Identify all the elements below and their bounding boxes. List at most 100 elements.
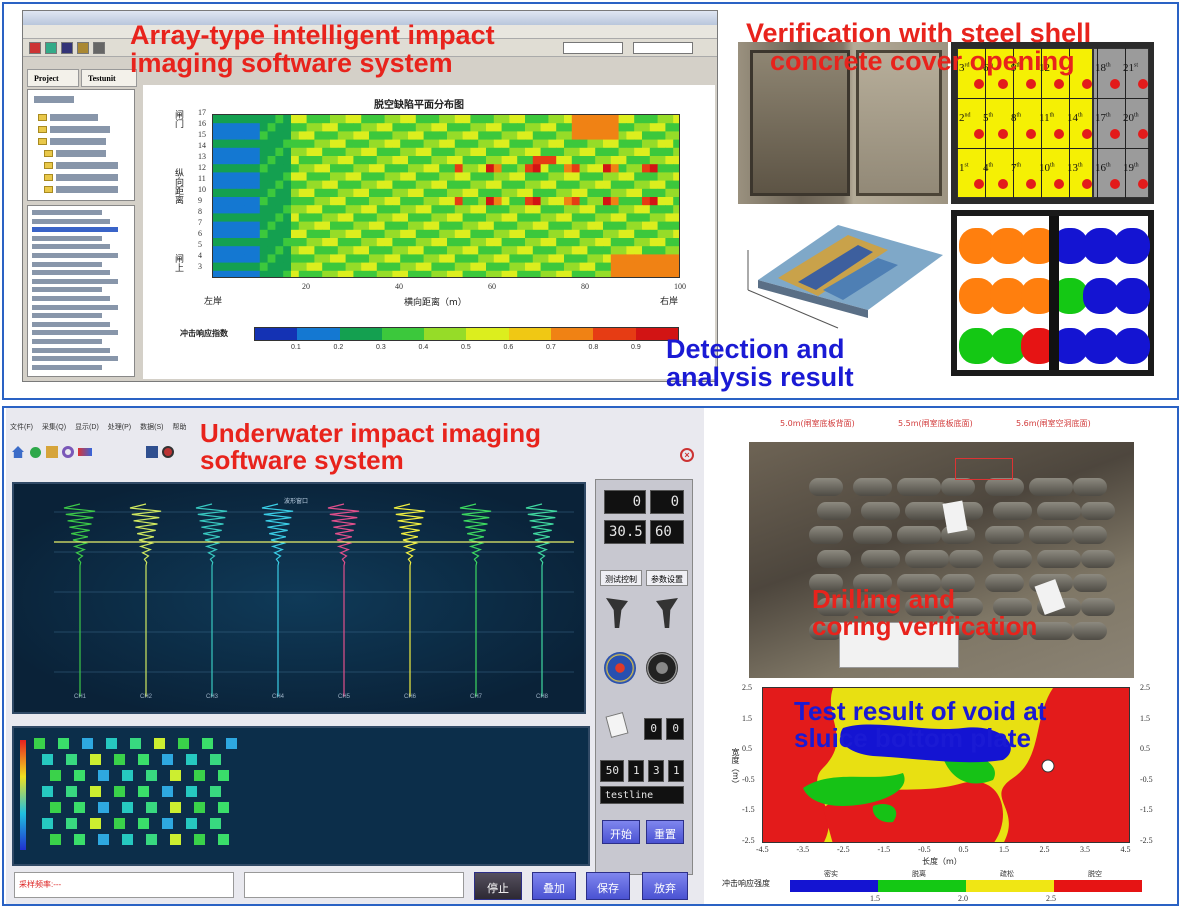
- waveform-svg: [54, 503, 574, 697]
- heatmap-cell: [267, 139, 276, 149]
- test-point-item[interactable]: [32, 313, 102, 319]
- record-icon[interactable]: [30, 447, 41, 458]
- chart-icon[interactable]: [78, 448, 92, 456]
- heatmap-cell: [400, 229, 409, 239]
- heatmap-cell: [228, 221, 237, 231]
- stack-button[interactable]: 叠加: [532, 872, 576, 900]
- save-icon[interactable]: [146, 446, 158, 458]
- heatmap-cell: [345, 156, 354, 165]
- tab-test-control[interactable]: 测试控制: [600, 570, 642, 586]
- refresh-icon[interactable]: [62, 446, 74, 458]
- toolbar-button[interactable]: [29, 42, 41, 54]
- tab-testunit[interactable]: Testunit: [81, 69, 137, 87]
- detection-blob: [1114, 278, 1150, 314]
- test-point-item[interactable]: [32, 218, 110, 224]
- scan-cell: [146, 802, 157, 813]
- test-point-item[interactable]: [32, 330, 118, 336]
- label-suffix: th: [1134, 162, 1139, 169]
- heatmap-cell: [525, 156, 534, 165]
- test-point-item[interactable]: [32, 270, 110, 276]
- readout-c: 30.5: [604, 520, 646, 544]
- test-point-item[interactable]: [32, 253, 118, 258]
- heatmap-cell: [275, 180, 284, 190]
- toolbar-field[interactable]: [563, 42, 623, 54]
- heatmap-cell: [673, 180, 679, 190]
- core-sample: [993, 598, 1032, 616]
- contour-y-tick: -1.5: [742, 805, 755, 814]
- heatmap-cell: [610, 147, 620, 157]
- test-point-list[interactable]: [27, 205, 135, 377]
- readout-g: 50: [600, 760, 624, 782]
- heatmap-cell: [431, 270, 440, 277]
- test-point-item[interactable]: [32, 339, 102, 344]
- window-titlebar[interactable]: [23, 11, 717, 25]
- test-point-item[interactable]: [32, 244, 110, 250]
- menu-item[interactable]: 显示(D): [75, 424, 99, 431]
- test-point-item[interactable]: [32, 278, 118, 284]
- test-point-item[interactable]: [32, 356, 118, 362]
- heatmap-cell: [252, 164, 261, 173]
- close-icon[interactable]: ×: [680, 448, 694, 462]
- heatmap-cell: [361, 147, 370, 157]
- waveform-trace: [327, 503, 360, 697]
- menu-item[interactable]: 采集(Q): [41, 424, 67, 431]
- reset-button[interactable]: 重置: [646, 820, 684, 844]
- heatmap-cell: [361, 156, 370, 165]
- heatmap-cell: [283, 213, 292, 223]
- heatmap-cell: [525, 147, 534, 157]
- core-sample: [1081, 550, 1115, 568]
- open-icon[interactable]: [46, 446, 58, 458]
- heatmap-cell: [314, 115, 323, 124]
- heatmap-cell: [454, 123, 464, 132]
- test-point-item[interactable]: [32, 321, 110, 327]
- save-button[interactable]: 保存: [586, 872, 630, 900]
- test-point-item[interactable]: [32, 287, 102, 293]
- heatmap-cell: [353, 131, 362, 141]
- test-point-item[interactable]: [32, 304, 118, 310]
- test-point-item[interactable]: [32, 364, 102, 370]
- menu-item[interactable]: 数据(S): [140, 424, 164, 431]
- colorbar-swatch: [551, 328, 594, 340]
- test-point-item[interactable]: [32, 296, 110, 301]
- label-number: 6: [983, 62, 989, 74]
- test-name-field[interactable]: testline: [600, 786, 684, 804]
- menu-item[interactable]: 文件(F): [10, 424, 33, 431]
- start-button[interactable]: 开始: [602, 820, 640, 844]
- home-icon[interactable]: [12, 446, 24, 458]
- toolbar-button[interactable]: [45, 42, 57, 54]
- heatmap-cell: [322, 270, 331, 277]
- heatmap-cell: [306, 213, 315, 223]
- heatmap-cell: [431, 139, 440, 149]
- target-icon[interactable]: [162, 446, 174, 458]
- menu-item[interactable]: 处理(P): [107, 424, 132, 431]
- test-point-item[interactable]: [32, 347, 110, 353]
- heatmap-cell: [259, 164, 269, 173]
- tab-parameter-settings[interactable]: 参数设置: [646, 570, 688, 586]
- toolbar-field[interactable]: [633, 42, 693, 54]
- heatmap-cell: [548, 172, 557, 182]
- heatmap-cell: [408, 188, 417, 198]
- stop-button[interactable]: 停止: [474, 872, 522, 900]
- toolbar-button[interactable]: [61, 42, 73, 54]
- toolbar-button[interactable]: [77, 42, 89, 54]
- heatmap-cell: [493, 115, 503, 124]
- test-point-item[interactable]: [32, 261, 102, 267]
- test-point-node: [1110, 79, 1120, 89]
- test-point-node: [974, 129, 984, 139]
- tab-project[interactable]: Project: [27, 69, 79, 87]
- toolbar-button[interactable]: [93, 42, 105, 54]
- menu-item[interactable]: 帮助: [172, 424, 187, 431]
- discard-button[interactable]: 放弃: [642, 872, 688, 900]
- test-point-item[interactable]: [32, 235, 102, 241]
- heatmap-cell: [306, 205, 315, 214]
- project-tree[interactable]: [27, 89, 135, 201]
- y-axis-label-mid: 纵向距离: [173, 168, 183, 204]
- test-point-item[interactable]: [32, 210, 102, 215]
- heatmap-cell: [275, 262, 284, 272]
- test-point-item[interactable]: [32, 227, 118, 233]
- heatmap-cell: [439, 197, 448, 206]
- heatmap-cell: [353, 156, 362, 165]
- label-number: 12: [1039, 62, 1050, 74]
- heatmap-cell: [610, 262, 620, 272]
- heatmap-cell: [470, 229, 479, 239]
